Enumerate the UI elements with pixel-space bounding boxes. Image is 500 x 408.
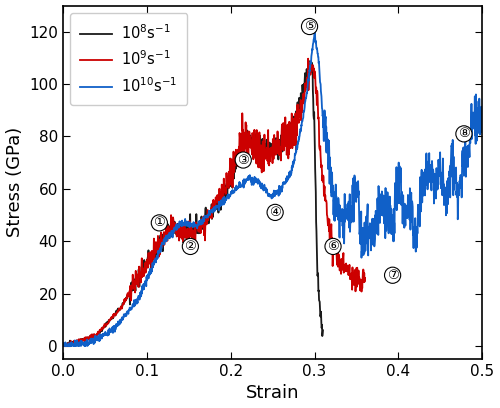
Line: $10^8$s$^{-1}$: $10^8$s$^{-1}$ (63, 61, 323, 346)
$10^9$s$^{-1}$ (321, 193, 327, 198)
Text: ⑤: ⑤ (304, 20, 316, 33)
$10^8$s$^{-1}$ (284, 130, 290, 135)
$10^{10}$s$^{-1}$ (254, 177, 260, 182)
$10^{10}$s$^{-1}$ (298, 123, 304, 128)
Legend: $10^8$s$^{-1}$, $10^9$s$^{-1}$, $10^{10}$s$^{-1}$: $10^8$s$^{-1}$, $10^9$s$^{-1}$, $10^{10}… (70, 13, 188, 105)
$10^8$s$^{-1}$ (76, 337, 82, 342)
$10^8$s$^{-1}$ (60, 344, 66, 348)
$10^9$s$^{-1}$ (138, 263, 144, 268)
$10^9$s$^{-1}$ (288, 146, 294, 151)
X-axis label: Strain: Strain (246, 384, 300, 402)
$10^{10}$s$^{-1}$ (312, 30, 318, 35)
$10^8$s$^{-1}$ (320, 328, 326, 333)
$10^9$s$^{-1}$ (93, 335, 99, 339)
$10^8$s$^{-1}$ (211, 209, 217, 214)
$10^8$s$^{-1}$ (226, 186, 232, 191)
Text: ⑦: ⑦ (386, 269, 398, 282)
Text: ②: ② (184, 240, 196, 253)
$10^8$s$^{-1}$ (218, 207, 224, 212)
$10^{10}$s$^{-1}$ (238, 183, 244, 188)
$10^9$s$^{-1}$ (362, 275, 368, 280)
Y-axis label: Stress (GPa): Stress (GPa) (6, 127, 24, 237)
Text: ⑧: ⑧ (458, 127, 470, 140)
Text: ⑥: ⑥ (327, 240, 339, 253)
$10^9$s$^{-1}$ (305, 56, 311, 61)
$10^{10}$s$^{-1}$ (110, 325, 116, 330)
$10^{10}$s$^{-1}$ (246, 175, 252, 180)
$10^{10}$s$^{-1}$ (480, 120, 486, 125)
$10^{10}$s$^{-1}$ (60, 344, 66, 348)
$10^9$s$^{-1}$ (60, 344, 66, 348)
$10^9$s$^{-1}$ (275, 142, 281, 147)
Text: ③: ③ (238, 153, 249, 166)
Line: $10^{10}$s$^{-1}$: $10^{10}$s$^{-1}$ (63, 32, 482, 346)
$10^8$s$^{-1}$ (306, 59, 312, 64)
Text: ④: ④ (269, 206, 281, 219)
$10^{10}$s$^{-1}$ (92, 333, 98, 338)
Text: ①: ① (154, 216, 166, 229)
$10^8$s$^{-1}$ (257, 141, 263, 146)
Line: $10^9$s$^{-1}$: $10^9$s$^{-1}$ (63, 59, 365, 346)
$10^9$s$^{-1}$ (189, 243, 195, 248)
